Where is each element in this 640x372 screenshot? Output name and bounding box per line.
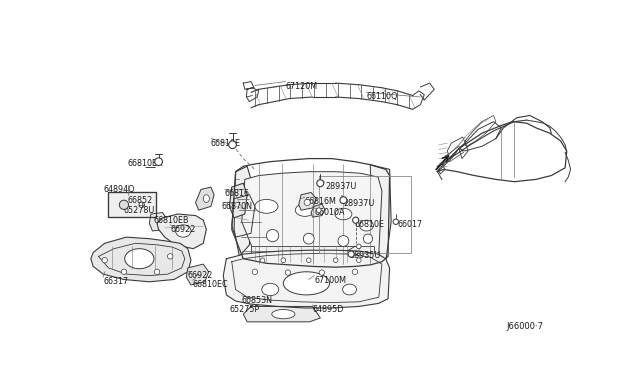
Text: 66922: 66922: [170, 225, 196, 234]
Text: 28937U: 28937U: [325, 182, 356, 191]
Polygon shape: [223, 250, 390, 308]
Circle shape: [338, 235, 349, 246]
Text: 66810EC: 66810EC: [193, 280, 228, 289]
Ellipse shape: [284, 272, 330, 295]
Ellipse shape: [295, 204, 314, 217]
Ellipse shape: [255, 199, 278, 213]
Bar: [108, 192, 156, 217]
Text: 66317: 66317: [103, 277, 128, 286]
Circle shape: [303, 233, 314, 244]
Text: J66000·7: J66000·7: [507, 322, 543, 331]
Text: 65275P: 65275P: [230, 305, 260, 314]
Circle shape: [356, 258, 361, 263]
Polygon shape: [371, 165, 391, 265]
Polygon shape: [234, 166, 251, 256]
Text: 66816: 66816: [225, 189, 250, 198]
Circle shape: [304, 199, 310, 206]
Circle shape: [307, 258, 311, 263]
Text: 66853N: 66853N: [242, 296, 273, 305]
Circle shape: [281, 258, 285, 263]
Text: 66810EA: 66810EA: [128, 158, 163, 168]
Circle shape: [364, 234, 372, 243]
Text: 66816M: 66816M: [305, 197, 337, 206]
Circle shape: [333, 258, 338, 263]
Circle shape: [352, 269, 358, 275]
Circle shape: [228, 141, 236, 148]
Circle shape: [348, 251, 354, 257]
Ellipse shape: [335, 208, 352, 220]
Polygon shape: [243, 307, 320, 322]
Circle shape: [155, 158, 163, 166]
Ellipse shape: [125, 249, 154, 269]
Polygon shape: [186, 264, 209, 285]
Polygon shape: [91, 237, 191, 282]
Circle shape: [260, 258, 265, 263]
Text: 64895D: 64895D: [312, 305, 344, 314]
Ellipse shape: [204, 195, 209, 202]
Circle shape: [121, 269, 127, 275]
Circle shape: [317, 180, 324, 187]
Text: —: —: [145, 162, 156, 172]
Circle shape: [102, 257, 108, 263]
Polygon shape: [299, 192, 316, 210]
Text: 66017: 66017: [397, 220, 422, 229]
Circle shape: [356, 244, 361, 249]
Circle shape: [316, 208, 321, 212]
Text: 65278U: 65278U: [123, 206, 154, 215]
Circle shape: [285, 270, 291, 275]
Ellipse shape: [175, 225, 191, 237]
Text: 67120M: 67120M: [285, 81, 318, 91]
Text: 66922: 66922: [188, 271, 213, 280]
Text: 66870N: 66870N: [221, 202, 253, 211]
Polygon shape: [149, 212, 168, 231]
Circle shape: [168, 254, 173, 259]
Circle shape: [154, 269, 160, 275]
Circle shape: [252, 269, 257, 275]
Ellipse shape: [342, 284, 356, 295]
Ellipse shape: [262, 283, 279, 296]
Circle shape: [119, 200, 129, 209]
Circle shape: [266, 230, 279, 242]
Polygon shape: [157, 214, 206, 249]
Ellipse shape: [360, 220, 373, 231]
Text: 66810EB: 66810EB: [154, 216, 189, 225]
Polygon shape: [230, 183, 247, 218]
Text: 66010A: 66010A: [314, 208, 344, 217]
Text: 66810E: 66810E: [355, 220, 385, 229]
Polygon shape: [242, 172, 382, 259]
Polygon shape: [311, 204, 325, 217]
Circle shape: [353, 217, 359, 223]
Text: 66810E: 66810E: [211, 139, 241, 148]
Circle shape: [139, 202, 145, 208]
Text: 66110Q: 66110Q: [367, 92, 398, 102]
Polygon shape: [196, 187, 214, 210]
Text: 67100M: 67100M: [314, 276, 346, 285]
Text: 66852: 66852: [128, 196, 153, 205]
Text: 28935U: 28935U: [349, 251, 381, 260]
Bar: [251, 246, 374, 262]
Text: 64894Q: 64894Q: [103, 185, 134, 194]
Circle shape: [340, 197, 347, 203]
Ellipse shape: [272, 310, 295, 319]
Circle shape: [319, 270, 324, 275]
Circle shape: [393, 219, 399, 224]
Text: 28937U: 28937U: [344, 199, 375, 208]
